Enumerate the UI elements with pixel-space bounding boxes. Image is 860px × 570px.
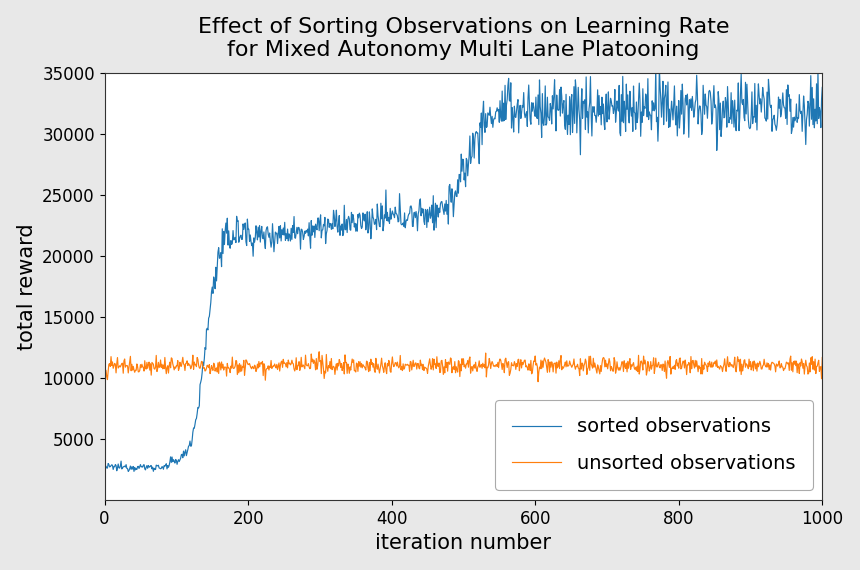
unsorted observations <box>594 368 605 374</box>
unsorted observations <box>314 348 324 355</box>
unsorted observations <box>533 378 544 385</box>
unsorted observations <box>673 365 684 372</box>
Line: unsorted observations: unsorted observations <box>105 352 822 382</box>
sorted observations <box>673 97 684 104</box>
unsorted observations <box>416 361 427 368</box>
Title: Effect of Sorting Observations on Learning Rate
for Mixed Autonomy Multi Lane Pl: Effect of Sorting Observations on Learni… <box>198 17 729 60</box>
unsorted observations <box>100 376 110 383</box>
sorted observations <box>416 205 427 211</box>
sorted observations <box>817 84 827 91</box>
unsorted observations <box>817 354 827 361</box>
sorted observations <box>660 82 671 89</box>
sorted observations <box>390 210 401 217</box>
X-axis label: iteration number: iteration number <box>376 534 551 553</box>
sorted observations <box>654 63 665 70</box>
Line: sorted observations: sorted observations <box>105 67 822 471</box>
sorted observations <box>593 113 604 120</box>
unsorted observations <box>390 360 401 367</box>
Legend: sorted observations, unsorted observations: sorted observations, unsorted observatio… <box>494 400 813 490</box>
sorted observations <box>123 468 133 475</box>
sorted observations <box>174 458 184 465</box>
unsorted observations <box>660 368 671 374</box>
Y-axis label: total reward: total reward <box>16 223 37 349</box>
unsorted observations <box>174 367 184 374</box>
sorted observations <box>100 464 110 471</box>
